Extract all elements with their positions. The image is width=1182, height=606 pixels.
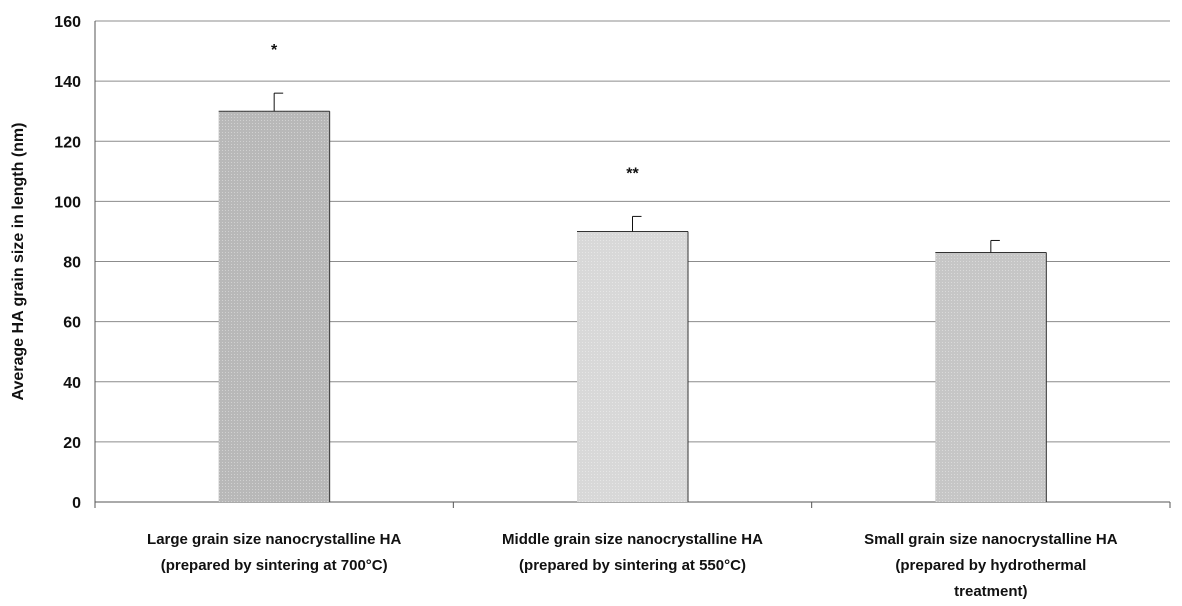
bars [218, 92, 1047, 502]
y-tick-label: 60 [63, 315, 81, 332]
significance-marker: ** [626, 165, 639, 182]
y-tick-label: 120 [54, 134, 81, 151]
x-category-label: Small grain size nanocrystalline HA [864, 531, 1118, 548]
y-tick-label: 100 [54, 194, 81, 211]
y-tick-label: 20 [63, 435, 81, 452]
y-tick-label: 0 [72, 495, 81, 512]
x-category-label: (prepared by sintering at 700°C) [161, 557, 388, 574]
x-category-label: Large grain size nanocrystalline HA [147, 531, 401, 548]
significance-marker: * [271, 42, 278, 59]
x-category-label: (prepared by sintering at 550°C) [519, 557, 746, 574]
y-tick-label: 160 [54, 14, 81, 31]
y-axis-title: Average HA grain size in length (nm) [10, 123, 27, 401]
x-category-label: treatment) [954, 583, 1027, 600]
y-tick-label: 80 [63, 255, 81, 272]
y-tick-label: 140 [54, 74, 81, 91]
labels: 0 20 40 60 80 100 120 140 160 * Large grain size n… [10, 14, 1118, 600]
y-tick-label: 40 [63, 375, 81, 392]
bar-texture [218, 111, 330, 502]
x-category-label: (prepared by hydrothermal [895, 557, 1086, 574]
bar-texture [935, 252, 1047, 502]
bar-texture [577, 231, 688, 502]
x-category-label: Middle grain size nanocrystalline HA [502, 531, 763, 548]
